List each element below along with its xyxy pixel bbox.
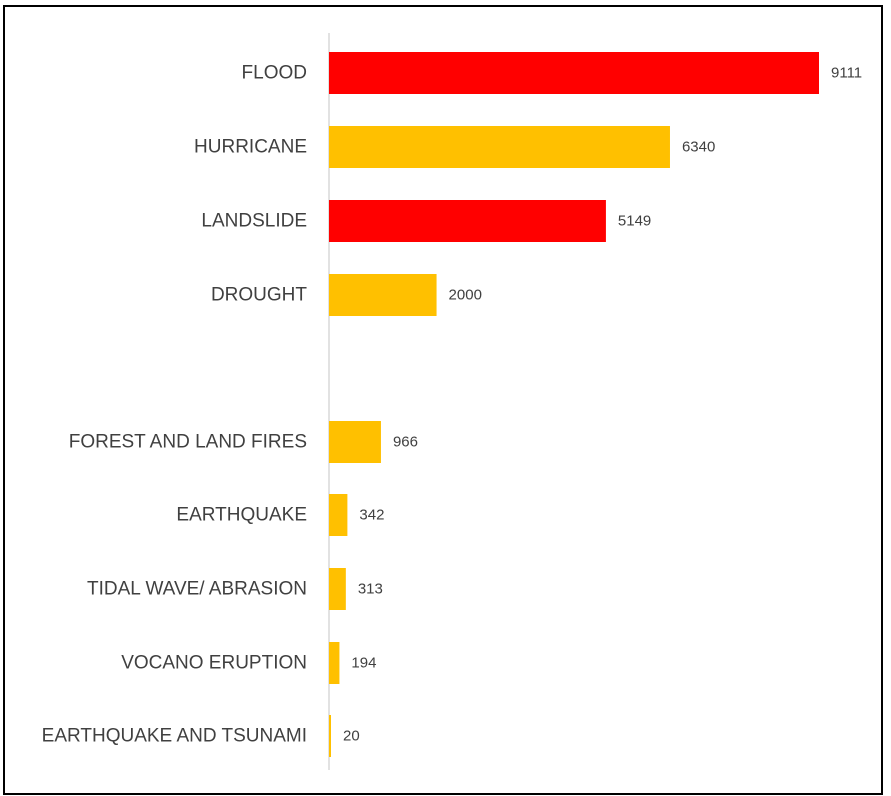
bar-earthquake	[329, 494, 348, 536]
category-label-drought: DROUGHT	[211, 285, 307, 306]
bar-drought	[329, 274, 437, 316]
value-label-forest-and-land-fires: 966	[393, 434, 418, 451]
category-label-flood: FLOOD	[242, 63, 307, 84]
value-label-tidal-wave-abrasion: 313	[358, 581, 383, 598]
value-label-earthquake: 342	[359, 507, 384, 524]
bar-earthquake-and-tsunami	[329, 715, 331, 757]
bar-hurricane	[329, 126, 670, 168]
value-label-flood: 9111	[831, 65, 862, 82]
value-label-landslide: 5149	[618, 213, 651, 230]
bar-tidal-wave-abrasion	[329, 568, 346, 610]
bars-layer	[329, 52, 819, 757]
bar-flood	[329, 52, 819, 94]
category-label-forest-and-land-fires: FOREST AND LAND FIRES	[69, 432, 307, 453]
category-label-earthquake: EARTHQUAKE	[176, 505, 307, 526]
value-label-hurricane: 6340	[682, 139, 715, 156]
category-label-tidal-wave-abrasion: TIDAL WAVE/ ABRASION	[87, 579, 307, 600]
category-label-vocano-eruption: VOCANO ERUPTION	[121, 653, 307, 674]
category-label-landslide: LANDSLIDE	[201, 211, 307, 232]
bar-vocano-eruption	[329, 642, 340, 684]
category-label-earthquake-and-tsunami: EARTHQUAKE AND TSUNAMI	[42, 726, 307, 747]
bar-forest-and-land-fires	[329, 421, 381, 463]
value-label-drought: 2000	[449, 287, 482, 304]
value-label-vocano-eruption: 194	[351, 655, 376, 672]
category-label-hurricane: HURRICANE	[194, 137, 307, 158]
labels-layer: FLOOD 9111 HURRICANE 6340 LANDSLIDE 5149 DROUG…	[42, 63, 863, 747]
bar-landslide	[329, 200, 606, 242]
value-label-earthquake-and-tsunami: 20	[343, 728, 360, 745]
